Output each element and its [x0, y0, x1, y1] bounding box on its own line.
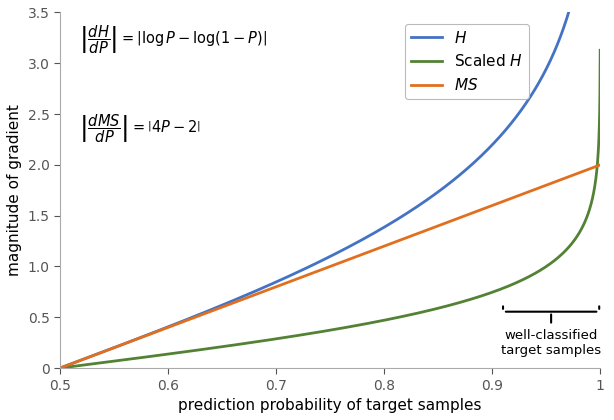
Scaled $H$ [581, 221, 588, 226]
$H$ [56, 365, 64, 370]
Scaled $H$ [581, 220, 588, 225]
$MS$ [481, 205, 489, 210]
Text: $\left|\dfrac{dMS}{dP}\right| = \left|4P - 2\right|$: $\left|\dfrac{dMS}{dP}\right| = \left|4P… [79, 112, 201, 144]
Y-axis label: magnitude of gradient: magnitude of gradient [7, 104, 22, 276]
X-axis label: prediction probability of target samples: prediction probability of target samples [178, 398, 482, 413]
Line: $MS$: $MS$ [60, 165, 600, 368]
Scaled $H$ [597, 48, 604, 53]
$H$ [305, 265, 312, 270]
$H$ [481, 149, 489, 154]
Scaled $H$ [305, 331, 312, 336]
$MS$ [305, 272, 312, 277]
$MS$ [84, 355, 91, 360]
Scaled $H$ [319, 329, 327, 334]
Text: well-classified
target samples: well-classified target samples [501, 329, 601, 357]
$H$ [319, 257, 327, 262]
Line: Scaled $H$: Scaled $H$ [60, 50, 600, 368]
Scaled $H$ [481, 292, 489, 297]
Line: $H$: $H$ [60, 0, 600, 368]
Scaled $H$ [56, 365, 64, 370]
$MS$ [319, 267, 327, 272]
$MS$ [581, 168, 588, 173]
Legend: $H$, Scaled $H$, $MS$: $H$, Scaled $H$, $MS$ [405, 24, 529, 99]
$MS$ [581, 168, 588, 173]
Scaled $H$ [84, 362, 91, 367]
Text: $\left|\dfrac{dH}{dP}\right| = \left|\log P - \log(1-P)\right|$: $\left|\dfrac{dH}{dP}\right| = \left|\lo… [79, 23, 267, 56]
$H$ [84, 355, 91, 360]
$MS$ [597, 163, 604, 168]
$MS$ [56, 365, 64, 370]
